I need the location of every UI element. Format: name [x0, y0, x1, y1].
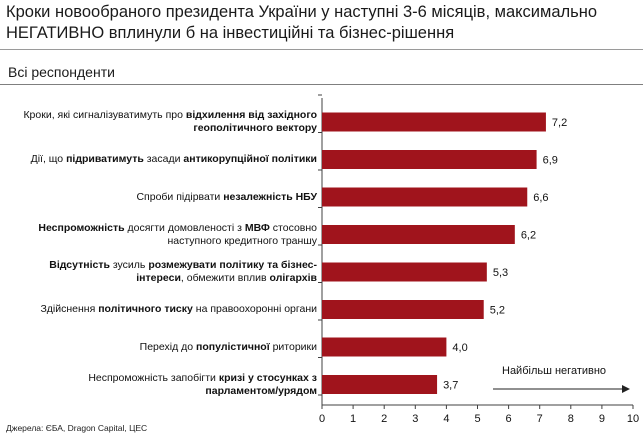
- category-label-part: МВФ: [244, 221, 270, 234]
- bar: [322, 187, 528, 207]
- category-label-part: досягти домовленості з: [124, 221, 245, 234]
- annotation-arrow-head: [622, 385, 630, 393]
- bar: [322, 337, 447, 357]
- subtitle-divider: [0, 84, 643, 85]
- x-tick-label: 10: [627, 413, 639, 425]
- category-label-part: на правоохоронні органи: [192, 303, 317, 315]
- category-label: Спроби підірвати незалежність НБУ: [17, 191, 317, 204]
- category-label: Кроки, які сигналізуватимуть про відхиле…: [17, 109, 317, 135]
- bar-value-label: 7,2: [552, 117, 567, 129]
- category-label-part: підриватимуть: [66, 153, 144, 165]
- bar-value-label: 4,0: [452, 342, 467, 354]
- bar: [322, 112, 546, 132]
- category-label-part: Кроки, які сигналізуватимуть про: [23, 109, 186, 121]
- x-tick-label: 5: [474, 413, 480, 425]
- category-label-part: Неспроможність запобігти: [88, 371, 219, 384]
- category-label-part: риторики: [269, 340, 317, 353]
- x-tick-label: 8: [568, 413, 574, 425]
- category-label-part: Дії, що: [30, 153, 67, 165]
- category-label: Неспроможність досягти домовленості з МВ…: [17, 222, 317, 248]
- bar-value-label: 6,2: [521, 230, 536, 242]
- bar: [322, 225, 515, 244]
- category-label-part: антикорупційної політики: [183, 153, 317, 165]
- bar: [322, 375, 438, 394]
- bar: [322, 150, 537, 169]
- chart-subtitle: Всі респонденти: [8, 64, 115, 80]
- category-label-part: зусиль: [109, 259, 149, 271]
- category-label-part: , обмежити вплив: [180, 272, 270, 284]
- category-label: Відсутність зусиль розмежувати політику …: [17, 259, 317, 285]
- x-tick-label: 7: [537, 413, 543, 425]
- title-divider: [0, 49, 643, 50]
- x-tick-label: 1: [350, 413, 356, 425]
- category-label: Здійснення політичного тиску на правоохо…: [17, 303, 317, 316]
- source-note: Джерела: ЄБА, Dragon Capital, ЦЕС: [6, 423, 148, 433]
- category-label-part: олігархів: [269, 272, 317, 284]
- bar-value-label: 6,9: [543, 155, 558, 167]
- category-label-part: Неспроможність: [38, 221, 125, 234]
- bar-value-label: 6,6: [533, 192, 548, 204]
- category-label-part: засади: [143, 153, 184, 165]
- category-label-part: популістичної: [196, 340, 270, 353]
- category-label-part: Здійснення: [40, 303, 99, 315]
- x-tick-label: 0: [319, 413, 325, 425]
- x-tick-label: 3: [412, 413, 418, 425]
- category-label-part: відхилення від західного геополітичного …: [185, 109, 317, 134]
- bar-value-label: 5,3: [493, 267, 508, 279]
- category-label: Перехід до популістичної риторики: [17, 341, 317, 354]
- bar: [322, 262, 487, 282]
- category-label-part: розмежувати політику та бізнес-інтереси: [136, 259, 317, 284]
- category-label: Дії, що підриватимуть засади антикорупці…: [17, 153, 317, 166]
- x-tick-label: 4: [443, 413, 449, 425]
- category-label: Неспроможність запобігти кризі у стосунк…: [17, 372, 317, 398]
- bar-value-label: 3,7: [443, 380, 458, 392]
- category-label-part: кризі у стосунках з парламентом/урядом: [205, 371, 317, 397]
- page-title: Кроки новообраного президента України у …: [6, 3, 598, 42]
- category-label-part: Перехід до: [139, 340, 197, 353]
- chart-annotation: Найбільш негативно: [502, 365, 607, 377]
- category-label-part: Відсутність: [49, 259, 110, 271]
- bar-value-label: 5,2: [490, 305, 505, 317]
- bar: [322, 300, 484, 319]
- x-tick-label: 9: [599, 413, 605, 425]
- category-label-part: незалежність НБУ: [223, 190, 317, 203]
- x-tick-label: 6: [506, 413, 512, 425]
- category-label-part: Спроби підірвати: [136, 190, 224, 203]
- category-label-part: стосовно наступного кредитного траншу: [167, 221, 317, 247]
- x-tick-label: 2: [381, 413, 387, 425]
- category-label-part: політичного тиску: [98, 303, 193, 315]
